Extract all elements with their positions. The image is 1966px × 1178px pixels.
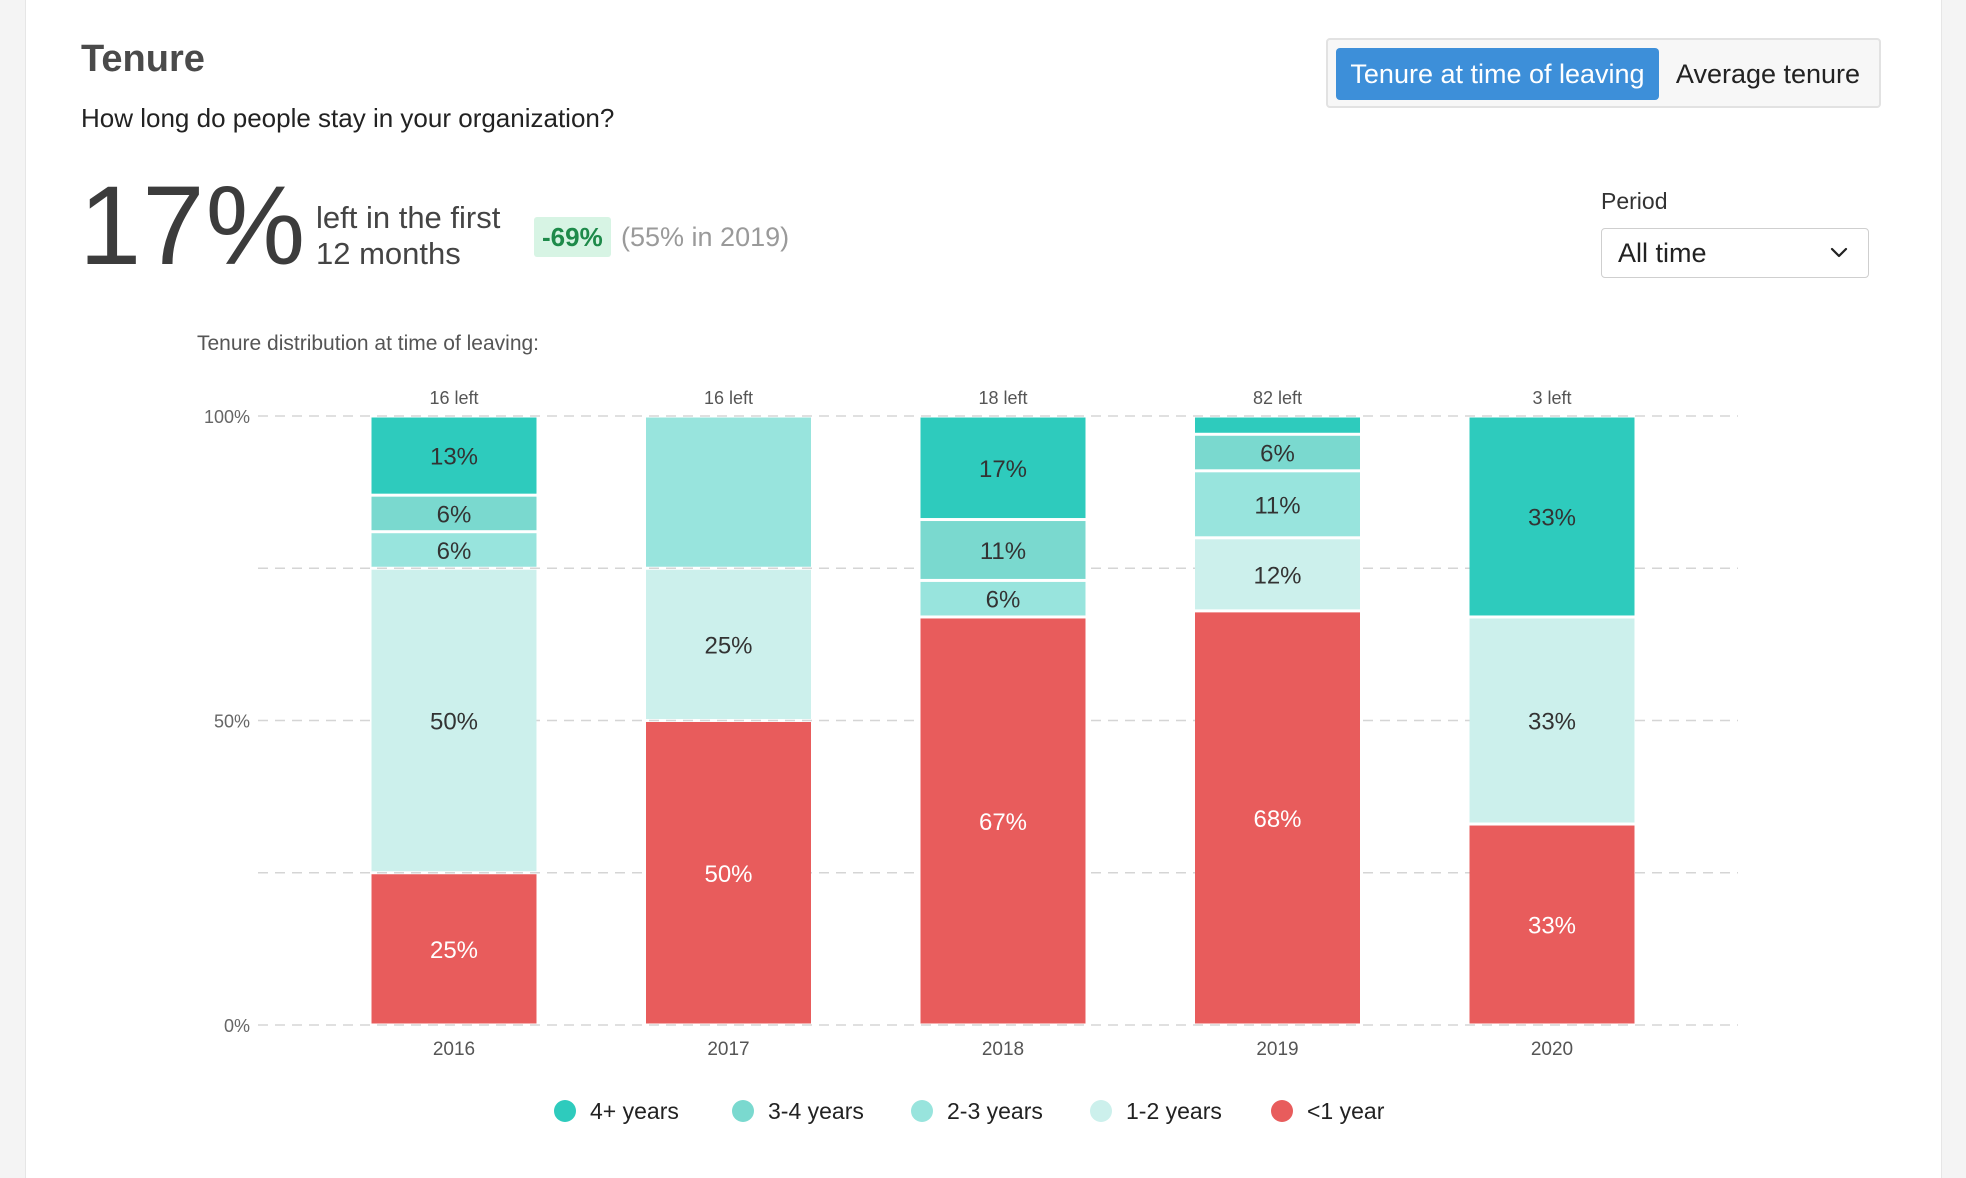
- legend-item[interactable]: 1-2 years: [1090, 1093, 1222, 1129]
- legend-swatch-icon: [1271, 1100, 1293, 1123]
- period-label: Period: [1601, 188, 1668, 214]
- legend-swatch-icon: [1090, 1100, 1112, 1123]
- summary-desc-line2: 12 months: [316, 236, 461, 271]
- data-label: 67%: [979, 809, 1027, 836]
- data-label: 50%: [704, 861, 752, 888]
- legend-item[interactable]: <1 year: [1271, 1093, 1384, 1129]
- legend-swatch-icon: [911, 1100, 933, 1123]
- legend-label: 2-3 years: [947, 1098, 1043, 1124]
- data-label: 17%: [979, 456, 1027, 483]
- chart-title: Tenure distribution at time of leaving:: [197, 332, 539, 355]
- data-label: 50%: [430, 709, 478, 736]
- y-tick-label: 0%: [224, 1016, 250, 1036]
- bar-segment: [920, 618, 1086, 1024]
- bar-segment: [1195, 417, 1360, 433]
- summary-desc-line1: left in the first: [316, 200, 501, 235]
- period-selected-value: All time: [1618, 238, 1707, 268]
- data-label: 33%: [1528, 913, 1576, 940]
- bar-segment: [920, 581, 1086, 616]
- bar-segment: [371, 533, 537, 567]
- previous-value: (55% in 2019): [621, 222, 790, 252]
- legend-swatch-icon: [554, 1100, 576, 1123]
- x-tick-label: 2020: [1531, 1039, 1573, 1060]
- summary-percentage: 17%: [79, 163, 307, 288]
- legend-swatch-icon: [732, 1100, 754, 1123]
- page-subtitle: How long do people stay in your organiza…: [81, 103, 615, 133]
- tenure-stacked-bar-chart: Tenure distribution at time of leaving: 0…: [197, 332, 1738, 1060]
- view-toggle: Tenure at time of leaving Average tenure: [1326, 38, 1881, 108]
- bar-segment: [1195, 472, 1360, 537]
- period-select[interactable]: All time: [1601, 228, 1869, 278]
- bar-segment: [371, 874, 537, 1024]
- change-badge: -69%: [534, 217, 611, 257]
- bar-total-label: 18 left: [978, 388, 1027, 408]
- data-label: 6%: [437, 538, 472, 565]
- bar-total-label: 16 left: [429, 388, 478, 408]
- data-label: 11%: [980, 538, 1026, 565]
- x-tick-label: 2016: [433, 1039, 475, 1060]
- x-tick-label: 2018: [982, 1039, 1024, 1060]
- legend-label: <1 year: [1307, 1098, 1385, 1124]
- data-label: 33%: [1528, 709, 1576, 736]
- bar-segment: [646, 569, 811, 719]
- legend-item[interactable]: 2-3 years: [911, 1093, 1043, 1129]
- bar-segment: [920, 417, 1086, 519]
- bar-segment: [371, 417, 537, 494]
- data-label: 6%: [986, 587, 1021, 614]
- bar-segment: [1195, 612, 1360, 1024]
- bar-segment: [646, 417, 811, 567]
- bar-segment: [1469, 417, 1635, 616]
- legend-label: 4+ years: [590, 1098, 679, 1124]
- page-title: Tenure: [81, 38, 205, 80]
- x-tick-label: 2017: [707, 1039, 749, 1060]
- bar-segment: [1195, 539, 1360, 610]
- chevron-down-icon: [1830, 247, 1848, 258]
- summary-description: left in the first 12 months: [316, 200, 500, 272]
- y-tick-label: 100%: [204, 407, 250, 427]
- bar-total-label: 82 left: [1253, 388, 1302, 408]
- average-tenure-tab[interactable]: Average tenure: [1675, 59, 1861, 89]
- bar-total-label: 3 left: [1532, 388, 1571, 408]
- legend-item[interactable]: 3-4 years: [732, 1093, 864, 1129]
- data-label: 33%: [1528, 504, 1576, 531]
- x-tick-label: 2019: [1256, 1039, 1298, 1060]
- tenure-at-leaving-tab[interactable]: Tenure at time of leaving: [1336, 48, 1659, 100]
- data-label: 6%: [437, 501, 472, 528]
- data-label: 25%: [704, 632, 752, 659]
- bar-segment: [1469, 618, 1635, 823]
- data-label: 6%: [1260, 441, 1295, 468]
- chart-legend: 4+ years 3-4 years 2-3 years 1-2 years <1 ye…: [26, 1093, 1941, 1129]
- legend-label: 1-2 years: [1126, 1098, 1222, 1124]
- bar-segment: [920, 521, 1086, 579]
- data-label: 12%: [1253, 562, 1301, 589]
- bar-segment: [371, 496, 537, 531]
- data-label: 25%: [430, 937, 478, 964]
- data-label: 11%: [1254, 492, 1300, 519]
- bar-segment: [1469, 825, 1635, 1024]
- data-label: 13%: [430, 444, 478, 471]
- bar-segment: [371, 569, 537, 872]
- bar-segment: [1195, 435, 1360, 470]
- legend-item[interactable]: 4+ years: [554, 1093, 679, 1129]
- bar-segment: [646, 722, 811, 1024]
- bar-total-label: 16 left: [704, 388, 753, 408]
- tenure-card: Tenure How long do people stay in your o…: [25, 0, 1942, 1178]
- y-tick-label: 50%: [214, 712, 250, 732]
- data-label: 68%: [1253, 806, 1301, 833]
- legend-label: 3-4 years: [768, 1098, 864, 1124]
